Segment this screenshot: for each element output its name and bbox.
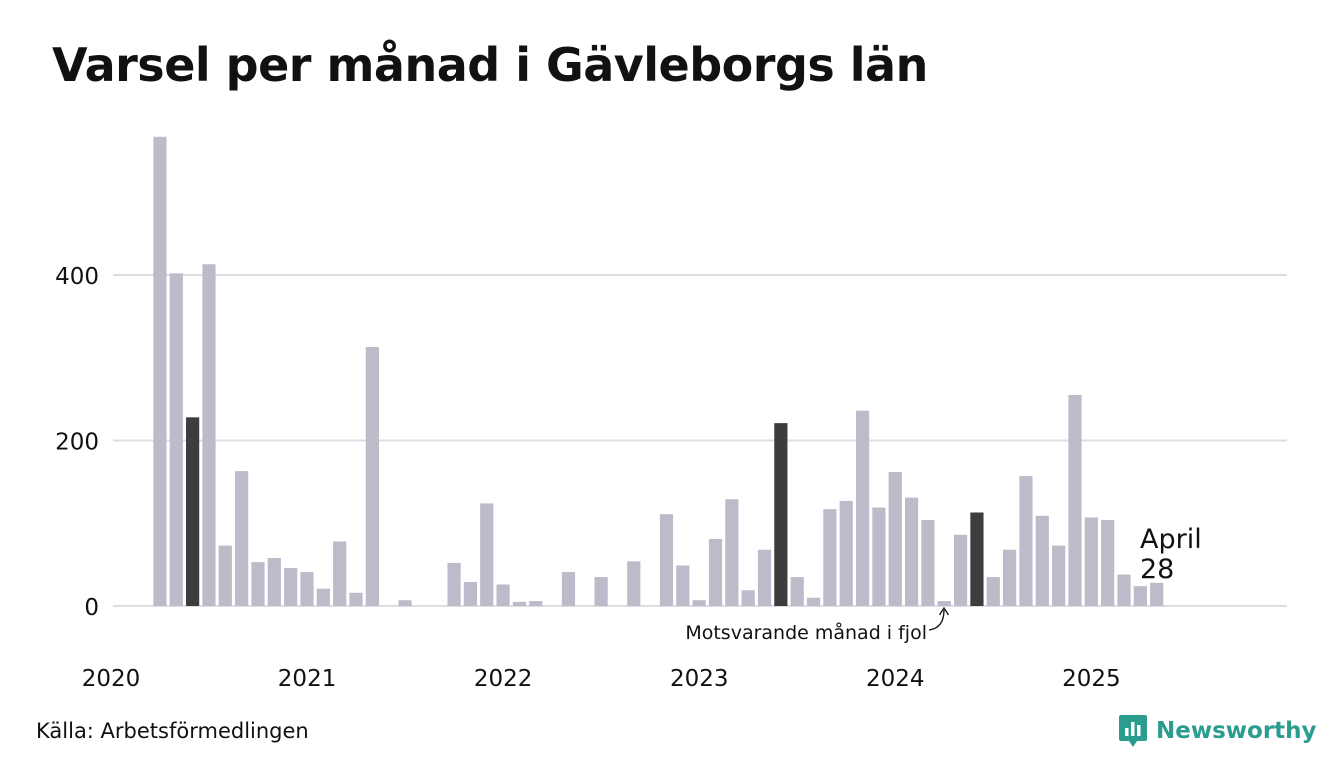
bar-2020-02	[153, 136, 167, 606]
bar-2020-11	[300, 572, 314, 606]
bar-2023-07	[823, 509, 837, 606]
bar-2024-12	[1101, 519, 1115, 606]
bar-2024-10	[1068, 394, 1082, 606]
newsworthy-logo-icon	[1119, 715, 1147, 747]
bar-2024-05	[986, 577, 1000, 606]
bar-2020-06	[218, 545, 232, 606]
bar-2023-02	[741, 590, 755, 606]
bar-2021-12	[512, 601, 527, 606]
bar-2023-05	[790, 577, 804, 606]
bar-2022-11	[692, 600, 706, 606]
y-axis-tick-labels: 0 200 400	[55, 264, 99, 621]
current-month-label: April	[1140, 524, 1202, 555]
bar-2021-01	[333, 541, 347, 606]
x-tick-label: 2021	[278, 666, 337, 692]
bar-2021-05	[398, 600, 412, 606]
bar-2020-10	[284, 567, 298, 606]
bar-2020-09	[267, 558, 281, 606]
bar-2024-07	[1019, 476, 1033, 606]
y-tick-label: 0	[84, 595, 99, 621]
brand: Newsworthy	[1118, 713, 1317, 749]
y-tick-label: 400	[55, 264, 99, 290]
bar-2022-12	[708, 538, 723, 606]
bar-2021-10	[480, 503, 494, 606]
bar-2024-04	[970, 512, 984, 606]
bar-2024-02	[937, 601, 951, 606]
bar-2021-11	[496, 584, 510, 606]
previous-year-note: Motsvarande månad i fjol	[685, 621, 927, 644]
bar-2022-07	[627, 561, 641, 606]
bar-2021-03	[365, 346, 379, 606]
bar-2024-09	[1052, 545, 1066, 606]
bar-2023-03	[757, 549, 772, 606]
bar-2023-04	[774, 423, 788, 606]
bar-2021-08	[447, 562, 461, 606]
bar-2022-09	[659, 514, 674, 606]
bar-2022-01	[529, 601, 543, 606]
bar-2023-01	[725, 499, 739, 606]
bar-2020-05	[202, 264, 216, 606]
bar-2020-08	[251, 562, 265, 606]
current-value-label: 28	[1140, 554, 1174, 585]
bar-2024-08	[1035, 515, 1049, 606]
previous-year-arrow	[928, 609, 945, 631]
bar-2023-09	[855, 410, 870, 606]
bar-2020-12	[316, 588, 330, 606]
bar-2025-03	[1150, 582, 1164, 606]
x-tick-label: 2024	[866, 666, 925, 692]
bars	[153, 136, 1164, 606]
x-tick-label: 2022	[474, 666, 533, 692]
bar-2023-12	[904, 497, 919, 606]
bar-2024-03	[954, 534, 968, 606]
bar-2020-07	[235, 471, 249, 606]
bar-2023-06	[806, 597, 821, 606]
bar-2024-11	[1084, 517, 1098, 606]
bar-2022-05	[594, 577, 608, 606]
bar-2024-06	[1003, 549, 1017, 606]
bar-2025-02	[1133, 586, 1147, 606]
bar-2021-02	[349, 592, 363, 606]
bar-2023-08	[839, 500, 853, 606]
brand-name: Newsworthy	[1156, 718, 1317, 744]
x-tick-label: 2025	[1062, 666, 1121, 692]
bar-2023-11	[888, 471, 902, 606]
bar-2020-04	[186, 417, 200, 606]
bar-2021-09	[463, 582, 477, 606]
bar-2025-01	[1117, 574, 1131, 606]
x-tick-label: 2023	[670, 666, 729, 692]
annotations: April 28 Motsvarande månad i fjol	[685, 524, 1201, 644]
y-tick-label: 200	[55, 430, 99, 456]
bar-2024-01	[921, 519, 935, 606]
bar-2022-10	[676, 565, 690, 606]
bar-2023-10	[872, 507, 886, 606]
source-note: Källa: Arbetsförmedlingen	[36, 719, 309, 743]
x-axis-tick-labels: 2020 2021 2022 2023 2024 2025	[82, 666, 1121, 692]
chart-title: Varsel per månad i Gävleborgs län	[52, 38, 928, 92]
x-tick-label: 2020	[82, 666, 141, 692]
previous-year-arrowhead	[938, 606, 950, 616]
bar-2022-03	[561, 572, 576, 606]
bar-2020-03	[169, 273, 183, 606]
